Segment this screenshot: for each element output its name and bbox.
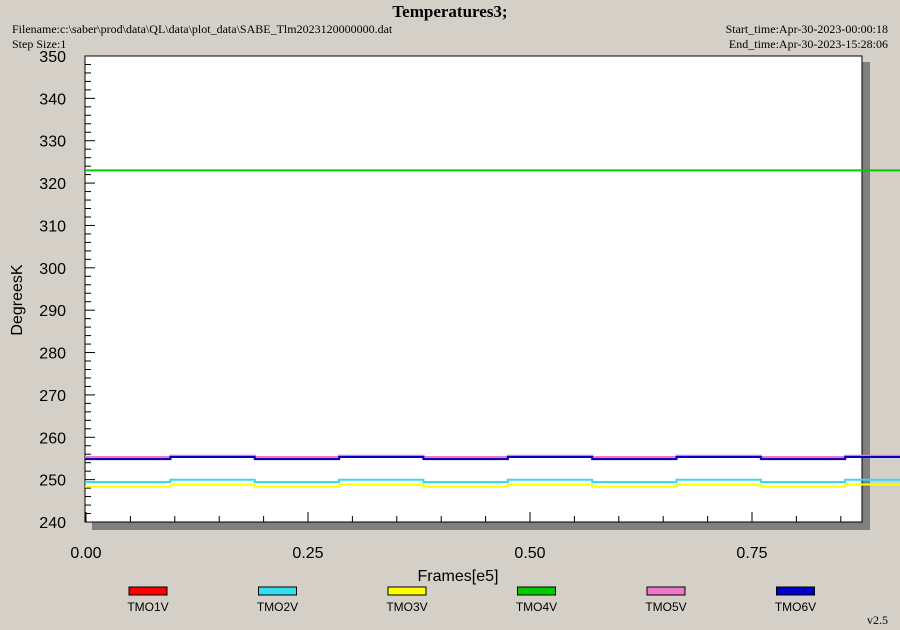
version-label: v2.5 [867,613,888,627]
y-tick-label: 330 [39,134,66,151]
series-lines [85,169,900,488]
end-time-label: End_time:Apr-30-2023-15:28:06 [728,37,888,51]
filename-label: Filename:c:\saber\prod\data\QL\data\plot… [12,22,393,36]
y-tick-label: 300 [39,261,66,278]
legend-swatch [646,586,686,596]
legend-label: TMO1V [127,600,168,614]
x-tick-label: 0.00 [70,545,101,562]
legend-label: TMO5V [645,600,686,614]
y-tick-label: 280 [39,346,66,363]
plot-area [84,55,863,523]
legend-swatch [128,586,168,596]
y-tick-label: 310 [39,218,66,235]
y-tick-label: 290 [39,303,66,320]
legend-swatch [517,586,556,596]
series-line-tmo2v [85,478,900,483]
tick-labels: 240 250 260 270 280 290 300 310 320 330 340 350 0.00… [39,49,767,562]
x-tick-label: 0.75 [736,545,767,562]
y-tick-label: 260 [39,430,66,447]
y-tick-label: 270 [39,388,66,405]
start-time-label: Start_time:Apr-30-2023-00:00:18 [725,22,888,36]
step-size-label: Step Size:1 [12,37,67,51]
y-tick-label: 320 [39,176,66,193]
legend-swatch [776,586,815,596]
y-tick-label: 240 [39,515,66,532]
legend-swatch [258,586,297,596]
legend-label: TMO3V [386,600,427,614]
legend: TMO1V TMO2V TMO3V TMO4V TMO5V TMO6V [127,586,816,614]
series-line-tmo6v [85,456,900,461]
y-tick-label: 250 [39,473,66,490]
series-line-tmo3v [85,483,900,488]
legend-label: TMO4V [516,600,557,614]
legend-label: TMO2V [257,600,298,614]
y-tick-label: 340 [39,91,66,108]
chart-title: Temperatures3; [392,2,508,21]
legend-swatch [387,586,427,596]
y-tick-label: 350 [39,49,66,66]
legend-label: TMO6V [775,600,816,614]
x-tick-label: 0.25 [292,545,323,562]
y-axis-label: DegreesK [9,264,26,335]
x-axis-label: Frames[e5] [418,568,499,585]
x-tick-label: 0.50 [514,545,545,562]
axis-ticks [85,55,842,523]
